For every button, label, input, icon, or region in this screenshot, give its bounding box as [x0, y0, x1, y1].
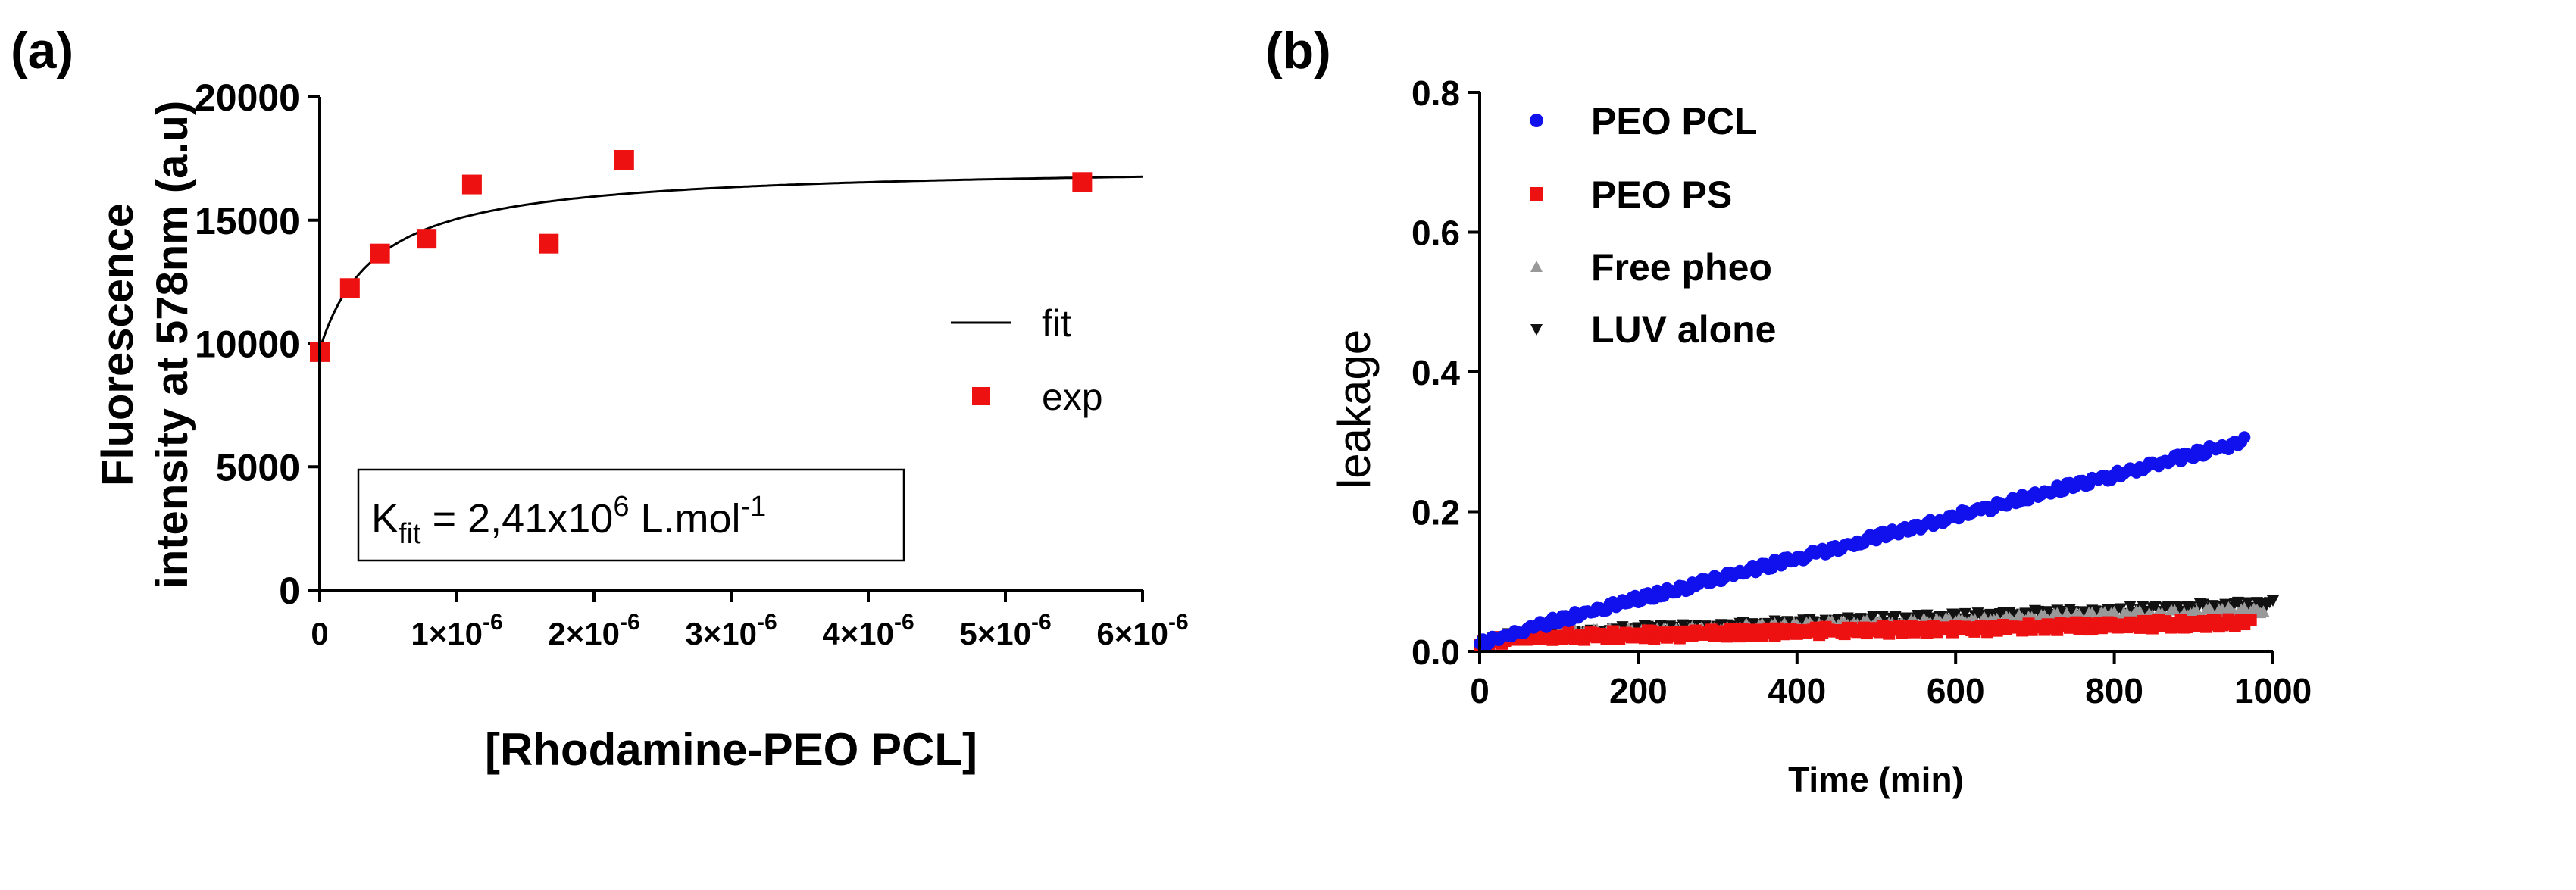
panel-a-ylabel-line2: intensity at 578nm (a.u): [148, 101, 197, 589]
panel-b-label: (b): [1265, 22, 1331, 80]
a-ytick-label: 0: [279, 570, 300, 612]
a-xtick-label: 0: [311, 616, 328, 651]
a-xtick-label: 5×10-6: [959, 610, 1051, 651]
panel-a-annotation: Kfit = 2,41x106 L.mol-1: [357, 468, 905, 562]
exp-point: [370, 243, 390, 264]
panel-b-legend: PEO PCL PEO PS Free pheo LUV alone: [1530, 100, 1776, 351]
a-xtick-label: 3×10-6: [685, 610, 777, 651]
a-xtick-label: 4×10-6: [822, 610, 914, 651]
b-xtick-label: 0: [1470, 671, 1490, 710]
data-point: [2238, 431, 2251, 444]
panel-b: (b) leakage 0.0 0.2 0.4 0.6 0.8 0 200 400 600 800…: [1265, 22, 2312, 799]
panel-b-plot: 0.0 0.2 0.4 0.6 0.8 0 200 400 600 800 1000: [1411, 73, 2312, 710]
data-point: [1889, 611, 1902, 623]
a-ytick-label: 5000: [216, 446, 300, 489]
annotation-box: [357, 468, 905, 562]
legend-fit-label: fit: [1042, 302, 1071, 345]
legend-peo-pcl-label: PEO PCL: [1591, 100, 1757, 142]
data-point: [2241, 597, 2254, 609]
panel-a-xlabel: [Rhodamine-PEO PCL]: [485, 724, 977, 775]
fit-curve: [318, 175, 1143, 351]
a-ytick-label: 15000: [195, 200, 300, 242]
legend-peo-ps-label: PEO PS: [1591, 173, 1732, 216]
a-xtick-label: 1×10-6: [411, 610, 502, 651]
b-xtick-label: 200: [1609, 671, 1668, 710]
b-ytick-label: 0.4: [1411, 353, 1460, 392]
panel-b-xlabel: Time (min): [1788, 760, 1964, 799]
b-xtick-label: 600: [1927, 671, 1985, 710]
legend-luv-alone-swatch: [1530, 324, 1543, 336]
exp-point: [1072, 172, 1093, 192]
data-point: [2244, 614, 2257, 626]
legend-free-pheo-swatch: [1530, 261, 1543, 272]
panel-a-label: (a): [11, 22, 73, 80]
panel-a-ylabel-line1: Fluorescence: [93, 203, 142, 486]
legend-luv-alone-label: LUV alone: [1591, 308, 1776, 351]
legend-peo-pcl-swatch: [1530, 114, 1543, 127]
b-ytick-label: 0.2: [1411, 493, 1460, 532]
b-ytick-label: 0.6: [1411, 214, 1460, 253]
a-xtick-label: 6×10-6: [1096, 610, 1188, 651]
legend-free-pheo-label: Free pheo: [1591, 246, 1772, 289]
panel-b-ylabel: leakage: [1329, 329, 1380, 489]
legend-peo-ps-swatch: [1530, 187, 1543, 201]
legend-exp-swatch: [972, 387, 990, 405]
exp-point: [461, 174, 482, 195]
b-xtick-label: 800: [2085, 671, 2143, 710]
data-point: [1841, 612, 1854, 624]
a-xtick-label: 2×10-6: [548, 610, 639, 651]
a-ytick-label: 10000: [195, 323, 300, 366]
panel-a-yaxis-title: Fluorescence intensity at 578nm (a.u): [93, 101, 197, 589]
a-ytick-label: 20000: [195, 77, 300, 119]
b-xtick-label: 1000: [2234, 671, 2312, 710]
b-ytick-label: 0.0: [1411, 632, 1460, 672]
series-peo-pcl: [1474, 431, 2251, 653]
exp-point: [339, 278, 360, 298]
exp-point: [614, 150, 634, 170]
data-point: [2257, 605, 2270, 617]
panel-a: (a) Fluorescence intensity at 578nm (a.u…: [11, 22, 1189, 775]
legend-exp-label: exp: [1042, 376, 1103, 418]
b-ytick-label: 0.8: [1411, 73, 1460, 113]
exp-point: [539, 233, 559, 254]
panel-a-legend: fit exp: [951, 302, 1103, 418]
exp-point: [417, 229, 437, 249]
b-xtick-label: 400: [1768, 671, 1826, 710]
data-point: [1876, 611, 1889, 623]
data-point: [2124, 601, 2137, 613]
panel-a-plot: 0 5000 10000 15000 20000 0 1×10-6 2×10-6 3×10-6 4…: [195, 77, 1189, 651]
data-point: [2267, 595, 2279, 607]
annotation-text: Kfit = 2,41x106 L.mol-1: [371, 491, 766, 550]
